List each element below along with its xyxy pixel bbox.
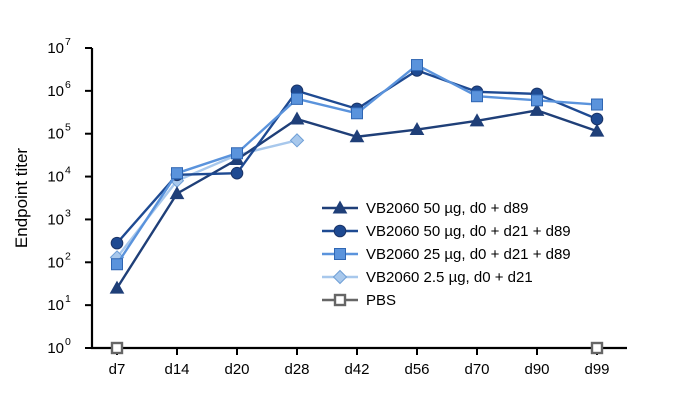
y-tick-label: 10 bbox=[47, 83, 64, 100]
data-point bbox=[110, 236, 124, 250]
data-point bbox=[469, 113, 485, 127]
y-tick-exponent: 0 bbox=[65, 336, 71, 348]
y-tick-label: 10 bbox=[47, 340, 64, 357]
series-4 bbox=[109, 133, 305, 265]
y-tick-label: 10 bbox=[47, 169, 64, 186]
data-point bbox=[289, 111, 305, 125]
data-point bbox=[471, 90, 483, 103]
data-point bbox=[590, 112, 604, 126]
y-tick-label: 10 bbox=[47, 126, 64, 143]
series-5 bbox=[110, 341, 604, 355]
series-3 bbox=[111, 59, 603, 271]
x-tick-label: d28 bbox=[284, 361, 309, 378]
data-point bbox=[291, 92, 303, 105]
x-tick-label: d42 bbox=[344, 361, 369, 378]
data-point bbox=[111, 258, 123, 271]
y-tick-label: 10 bbox=[47, 297, 64, 314]
data-point bbox=[529, 102, 545, 116]
y-tick-exponent: 1 bbox=[65, 293, 71, 305]
x-tick-label: d14 bbox=[164, 361, 189, 378]
x-tick-label: d90 bbox=[524, 361, 549, 378]
legend-label: PBS bbox=[366, 292, 396, 309]
legend-marker bbox=[332, 200, 348, 214]
data-point bbox=[230, 166, 244, 180]
legend-label: VB2060 50 µg, d0 + d21 + d89 bbox=[366, 223, 571, 240]
y-tick-label: 10 bbox=[47, 254, 64, 271]
y-tick-exponent: 5 bbox=[65, 122, 71, 134]
x-ticks: d7 d14 d20 d28 d42 d56 d70 d90 d99 bbox=[109, 348, 610, 378]
data-point bbox=[169, 186, 185, 200]
legend-label: VB2060 25 µg, d0 + d21 + d89 bbox=[366, 246, 571, 263]
x-tick-label: d99 bbox=[584, 361, 609, 378]
data-point bbox=[349, 129, 365, 143]
legend: VB2060 50 µg, d0 + d89 VB2060 50 µg, d0 +… bbox=[322, 200, 571, 309]
series-1 bbox=[109, 102, 605, 294]
data-point bbox=[590, 341, 604, 355]
legend-marker bbox=[332, 269, 348, 285]
x-tick-label: d7 bbox=[109, 361, 126, 378]
legend-marker bbox=[333, 224, 347, 238]
y-tick-label: 10 bbox=[47, 211, 64, 228]
data-point bbox=[411, 59, 423, 72]
series-line bbox=[116, 69, 598, 244]
data-point bbox=[589, 123, 605, 137]
legend-label: VB2060 50 µg, d0 + d89 bbox=[366, 200, 529, 217]
data-point bbox=[231, 147, 243, 160]
y-axis-title: Endpoint titer bbox=[12, 148, 31, 249]
x-tick-label: d56 bbox=[404, 361, 429, 378]
data-point bbox=[351, 107, 363, 120]
y-tick-exponent: 3 bbox=[65, 207, 71, 219]
legend-marker bbox=[333, 293, 347, 307]
data-point bbox=[531, 94, 543, 107]
legend-marker bbox=[334, 248, 346, 260]
x-tick-label: d70 bbox=[464, 361, 489, 378]
series-line bbox=[116, 139, 298, 259]
data-point bbox=[171, 167, 183, 180]
y-tick-label: 10 bbox=[47, 40, 64, 57]
y-tick-exponent: 2 bbox=[65, 250, 71, 262]
series-2 bbox=[110, 64, 604, 250]
data-point bbox=[289, 133, 305, 148]
x-tick-label: d20 bbox=[224, 361, 249, 378]
series-layer bbox=[109, 59, 605, 355]
data-point bbox=[591, 98, 603, 111]
data-point bbox=[110, 341, 124, 355]
y-tick-exponent: 4 bbox=[65, 165, 71, 177]
y-tick-exponent: 6 bbox=[65, 79, 71, 91]
legend-label: VB2060 2.5 µg, d0 + d21 bbox=[366, 269, 533, 286]
data-point bbox=[409, 122, 425, 136]
data-point bbox=[109, 280, 125, 294]
y-tick-exponent: 7 bbox=[65, 36, 71, 48]
